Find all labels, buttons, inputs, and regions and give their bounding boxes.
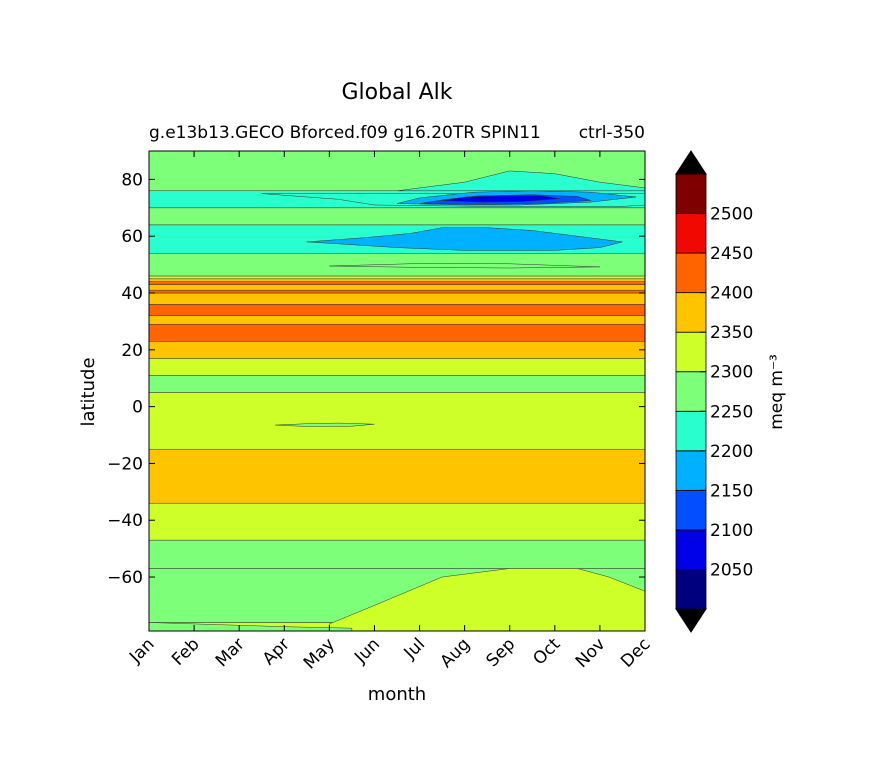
contour-band [149, 292, 645, 305]
colorbar-segment [675, 213, 707, 254]
colorbar-segment [675, 489, 707, 531]
colorbar-tick-label: 2450 [710, 244, 753, 264]
colorbar-segment [675, 292, 707, 333]
contour-band [149, 448, 645, 504]
y-tick-label: −60 [107, 568, 143, 588]
colorbar-tick-label: 2200 [710, 442, 753, 462]
colorbar-tick-label: 2150 [710, 481, 753, 501]
colorbar-tick-label: 2250 [710, 402, 753, 422]
y-axis-label: latitude [78, 357, 99, 426]
colorbar-segment [675, 450, 707, 491]
contour-band [149, 304, 645, 316]
x-tick-label: Jan [125, 634, 158, 667]
x-tick-label: Jul [400, 634, 429, 663]
colorbar: 2050 2100 2150 2200 2250 2300 2350 2400 2450 2500 [675, 150, 753, 633]
y-axis: 80 60 40 20 0 −20 −40 −60 [107, 170, 645, 588]
colorbar-segment [675, 569, 707, 610]
contour-band [149, 375, 645, 393]
plot-frame [148, 150, 646, 632]
colorbar-extend-max [675, 150, 707, 175]
contour-band [149, 539, 645, 569]
contour-region [149, 622, 353, 631]
contour-band [149, 207, 645, 226]
contour-band [149, 278, 645, 282]
contour-region [275, 422, 375, 427]
colorbar-extend-min [675, 608, 707, 633]
colorbar-label: meq m⁻³ [767, 354, 787, 430]
contour-region [442, 195, 560, 203]
colorbar-tick-label: 2500 [710, 205, 753, 225]
x-axis-label: month [368, 684, 426, 705]
plot-area [148, 150, 646, 632]
y-tick-label: 40 [121, 284, 143, 304]
chart-subtitle-left: g.e13b13.GECO Bforced.f09 g16.20TR SPIN1… [149, 123, 541, 143]
contour-band [149, 315, 645, 325]
x-tick-label: May [300, 634, 339, 673]
x-tick-label: Apr [259, 634, 294, 669]
colorbar-segment [675, 371, 707, 412]
x-tick-label: Mar [212, 634, 249, 671]
contour-band [149, 275, 645, 280]
colorbar-tick-label: 2050 [710, 560, 753, 580]
contour-region [329, 263, 600, 269]
contour-region [329, 568, 645, 631]
colorbar-segment [675, 529, 707, 570]
contour-band [149, 341, 645, 359]
colorbar-segment [675, 173, 707, 214]
y-tick-label: 60 [121, 227, 143, 247]
y-tick-label: 20 [121, 341, 143, 361]
contour-band [149, 392, 645, 450]
chart-subtitle-right: ctrl-350 [579, 123, 645, 143]
x-tick-label: Oct [529, 634, 564, 669]
y-tick-label: −20 [107, 454, 143, 474]
contour-band [149, 324, 645, 342]
x-tick-label: Aug [437, 634, 475, 672]
contour-band [149, 358, 645, 376]
x-tick-label: Sep [482, 634, 519, 671]
chart-title: Global Alk [341, 80, 452, 105]
x-tick-label: Feb [168, 634, 203, 669]
contour-band [149, 502, 645, 541]
colorbar-tick-label: 2300 [710, 363, 753, 383]
x-tick-label: Jun [350, 634, 384, 668]
contour-band [149, 284, 645, 291]
contour-layer [149, 151, 645, 631]
contour-region [396, 170, 645, 192]
colorbar-segment [675, 252, 707, 294]
colorbar-segment [675, 410, 707, 452]
colorbar-tick-label: 2100 [710, 521, 753, 541]
contour-band [149, 289, 645, 294]
colorbar-segment [675, 331, 707, 373]
x-tick-label: Nov [572, 634, 610, 672]
colorbar-tick-label: 2350 [710, 323, 753, 343]
contour-band [149, 281, 645, 285]
y-tick-label: −40 [107, 511, 143, 531]
y-tick-label: 0 [132, 398, 143, 418]
contour-region [306, 227, 623, 251]
y-tick-label: 80 [121, 170, 143, 190]
colorbar-tick-label: 2400 [710, 284, 753, 304]
x-tick-label: Dec [617, 634, 654, 671]
